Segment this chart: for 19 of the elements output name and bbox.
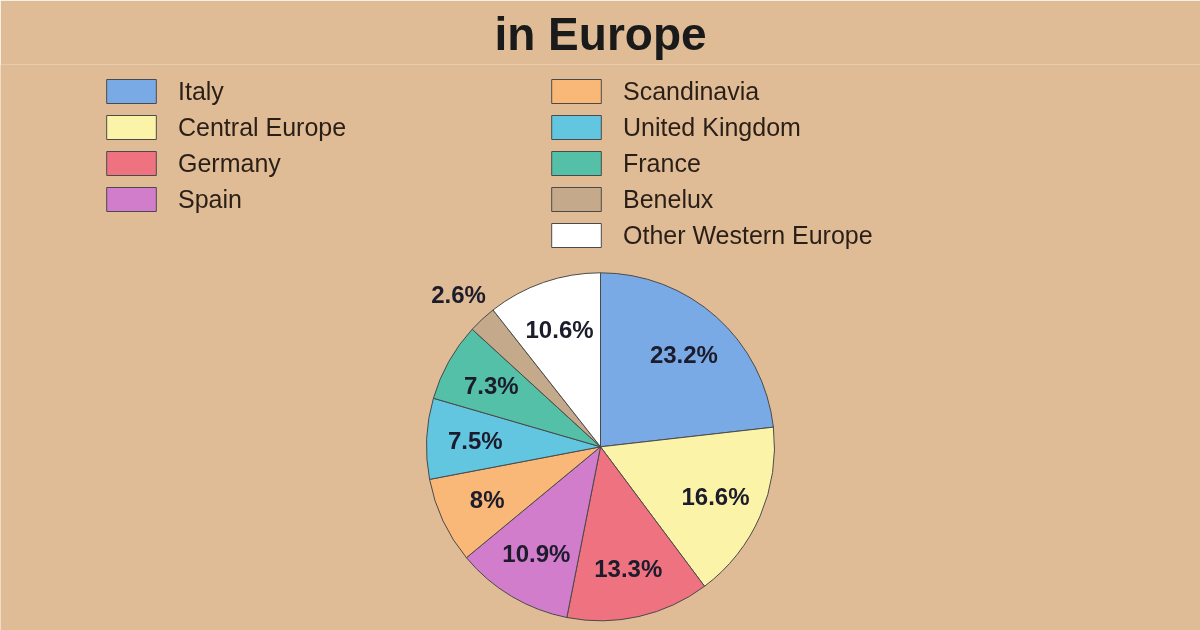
data-label: 10.9% <box>502 540 571 568</box>
legend-label: Spain <box>178 184 242 214</box>
legend-label: United Kingdom <box>623 112 801 142</box>
legend-label: Central Europe <box>178 112 347 142</box>
data-label: 8% <box>469 486 505 514</box>
legend-label: Italy <box>178 76 224 106</box>
data-label: 16.6% <box>681 482 750 510</box>
data-label: 7.3% <box>463 372 519 400</box>
legend-label: Germany <box>178 148 281 178</box>
data-label: 13.3% <box>594 554 663 582</box>
data-label: 23.2% <box>649 340 718 368</box>
legend-label: France <box>623 148 701 178</box>
legend-label: Other Western Europe <box>623 220 873 250</box>
data-label: 7.5% <box>448 427 503 455</box>
chart-title: in Europe <box>494 7 707 60</box>
data-label: 10.6% <box>525 315 594 343</box>
data-label: 2.6% <box>431 281 486 309</box>
legend-label: Benelux <box>623 184 714 214</box>
legend-label: Scandinavia <box>623 76 760 106</box>
